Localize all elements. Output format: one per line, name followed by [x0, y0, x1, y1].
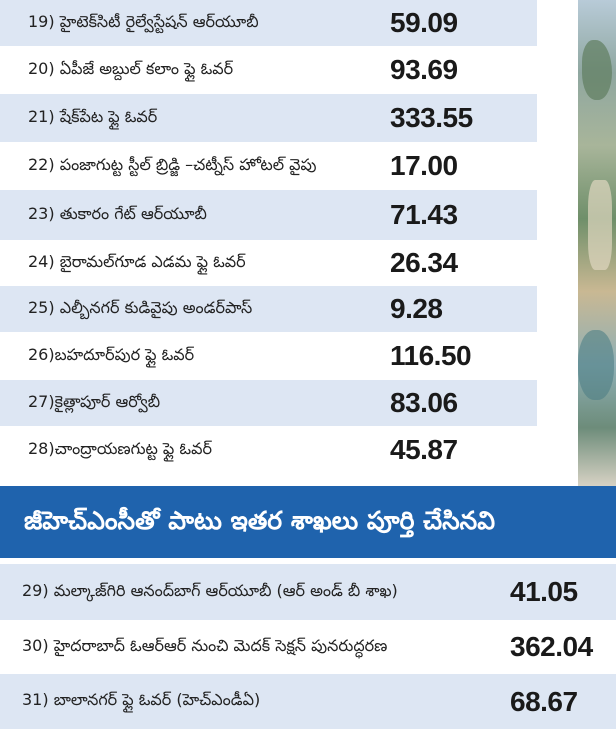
row-value: 116.50	[390, 340, 472, 371]
background-photo	[578, 0, 616, 486]
row-value: 83.06	[390, 387, 458, 418]
table-row: 25) ఎల్బీనగర్ కుడివైపు అండర్‌పాస్ 9.28	[0, 286, 537, 332]
table-row: 27)కైత్లాపూర్ ఆర్వోబీ 83.06	[0, 380, 537, 426]
table-row: 26)బహదూర్‌పుర ఫ్లై ఓవర్ 116.50	[0, 332, 537, 380]
section-banner: జీహెచ్ఎంసీతో పాటు ఇతర శాఖలు పూర్తి చేసిన…	[0, 486, 616, 558]
row-value: 45.87	[390, 434, 458, 465]
table-row: 30) హైదరాబాద్ ఓఆర్ఆర్ నుంచి మెదక్ సెక్షన…	[0, 620, 616, 674]
row-value: 333.55	[390, 102, 473, 133]
row-label: 28)చాంద్రాయణగుట్ట ఫ్లై ఓవర్	[28, 438, 212, 458]
row-label: 25) ఎల్బీనగర్ కుడివైపు అండర్‌పాస్	[28, 297, 253, 317]
row-label: 19) హైటెక్‌సిటీ రైల్వేస్టేషన్ ఆర్‌యూబీ	[28, 11, 259, 31]
table-row: 22) పంజాగుట్ట స్టీల్ బ్రిడ్జి –చట్నీస్ హ…	[0, 142, 537, 190]
table-row: 21) షేక్‌పేట ఫ్లై ఓవర్ 333.55	[0, 94, 537, 142]
photo-water	[578, 330, 614, 400]
row-label: 29) మల్కాజ్‌గిరి ఆనంద్‌బాగ్ ఆర్‌యూబీ (ఆర…	[22, 580, 398, 600]
table-row: 31) బాలానగర్ ఫ్లై ఓవర్ (హెచ్ఎండీఏ) 68.67	[0, 674, 616, 729]
row-value: 71.43	[390, 199, 458, 230]
column-gap	[537, 0, 578, 486]
row-label: 21) షేక్‌పేట ఫ్లై ఓవర్	[28, 106, 158, 126]
row-value: 41.05	[510, 576, 578, 607]
row-value: 26.34	[390, 247, 458, 278]
row-label: 30) హైదరాబాద్ ఓఆర్ఆర్ నుంచి మెదక్ సెక్షన…	[22, 635, 388, 655]
row-value: 17.00	[390, 150, 458, 181]
table-row: 23) తుకారం గేట్ ఆర్‌యూబీ 71.43	[0, 190, 537, 240]
row-label: 27)కైత్లాపూర్ ఆర్వోబీ	[28, 391, 161, 411]
row-label: 26)బహదూర్‌పుర ఫ్లై ఓవర్	[28, 344, 195, 364]
photo-building	[588, 180, 612, 270]
row-value: 59.09	[390, 7, 458, 38]
row-value: 9.28	[390, 293, 443, 324]
row-value: 93.69	[390, 54, 458, 85]
row-value: 362.04	[510, 631, 593, 662]
table-row: 24) బైరామల్‌గూడ ఎడమ ఫ్లై ఓవర్ 26.34	[0, 240, 537, 286]
banner-title: జీహెచ్ఎంసీతో పాటు ఇతర శాఖలు పూర్తి చేసిన…	[24, 506, 495, 535]
table-row: 29) మల్కాజ్‌గిరి ఆనంద్‌బాగ్ ఆర్‌యూబీ (ఆర…	[0, 564, 616, 620]
table-row: 20) ఏపీజే అబ్దుల్ కలాం ఫ్లై ఓవర్ 93.69	[0, 46, 537, 94]
projects-table: 19) హైటెక్‌సిటీ రైల్వేస్టేషన్ ఆర్‌యూబీ 5…	[0, 0, 537, 474]
table-row: 19) హైటెక్‌సిటీ రైల్వేస్టేషన్ ఆర్‌యూబీ 5…	[0, 0, 537, 46]
photo-foliage	[582, 40, 612, 100]
table-row: 28)చాంద్రాయణగుట్ట ఫ్లై ఓవర్ 45.87	[0, 426, 537, 474]
row-label: 23) తుకారం గేట్ ఆర్‌యూబీ	[28, 203, 207, 223]
row-value: 68.67	[510, 685, 578, 717]
row-label: 31) బాలానగర్ ఫ్లై ఓవర్ (హెచ్ఎండీఏ)	[22, 690, 261, 709]
row-label: 24) బైరామల్‌గూడ ఎడమ ఫ్లై ఓవర్	[28, 251, 246, 271]
row-label: 20) ఏపీజే అబ్దుల్ కలాం ఫ్లై ఓవర్	[28, 58, 234, 78]
row-label: 22) పంజాగుట్ట స్టీల్ బ్రిడ్జి –చట్నీస్ హ…	[28, 154, 317, 174]
